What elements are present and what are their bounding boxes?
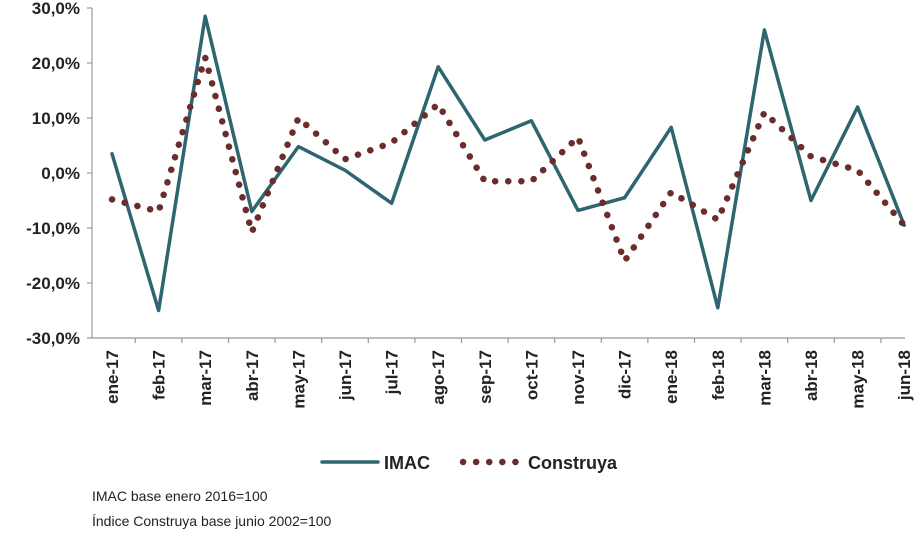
y-tick-label: 10,0% xyxy=(32,109,80,128)
x-tick-label: abr-17 xyxy=(243,350,262,401)
x-tick-label: mar-18 xyxy=(755,350,774,406)
y-tick-label: 20,0% xyxy=(32,54,80,73)
legend-label-imac: IMAC xyxy=(384,453,430,473)
x-tick-label: jun-18 xyxy=(895,350,914,401)
y-tick-label: -20,0% xyxy=(26,274,80,293)
y-tick-label: 30,0% xyxy=(32,0,80,18)
x-tick-label: jul-17 xyxy=(383,350,402,395)
y-tick-label: -10,0% xyxy=(26,219,80,238)
x-tick-label: ago-17 xyxy=(429,350,448,405)
x-tick-label: mar-17 xyxy=(196,350,215,406)
x-tick-label: feb-17 xyxy=(150,350,169,400)
x-axis-ticks: ene-17 feb-17 mar-17 abr-17 may-17 jun-17 jul-… xyxy=(103,338,914,409)
chart-series xyxy=(108,14,908,313)
series-line-construya xyxy=(108,54,908,265)
series-line-imac xyxy=(110,14,906,313)
y-tick-label: -30,0% xyxy=(26,329,80,348)
x-tick-label: feb-18 xyxy=(709,350,728,400)
x-tick-label: ene-18 xyxy=(662,350,681,404)
legend-label-construya: Construya xyxy=(528,453,618,473)
y-tick-label: 0,0% xyxy=(41,164,80,183)
x-tick-label: dic-17 xyxy=(616,350,635,399)
x-tick-label: jun-17 xyxy=(336,350,355,401)
x-tick-label: sep-17 xyxy=(476,350,495,404)
x-tick-label: abr-18 xyxy=(802,350,821,401)
note-imac-base: IMAC base enero 2016=100 xyxy=(92,488,268,504)
x-tick-label: may-17 xyxy=(289,350,308,409)
x-tick-label: ene-17 xyxy=(103,350,122,404)
y-axis-ticks: -30,0% -20,0% -10,0% 0,0% 10,0% 20,0% 30,0% xyxy=(26,0,92,348)
x-tick-label: oct-17 xyxy=(522,350,541,400)
x-tick-label: nov-17 xyxy=(569,350,588,405)
legend: IMAC Construya xyxy=(320,453,618,473)
note-construya-base: Índice Construya base junio 2002=100 xyxy=(92,513,332,529)
x-tick-label: may-18 xyxy=(849,350,868,409)
